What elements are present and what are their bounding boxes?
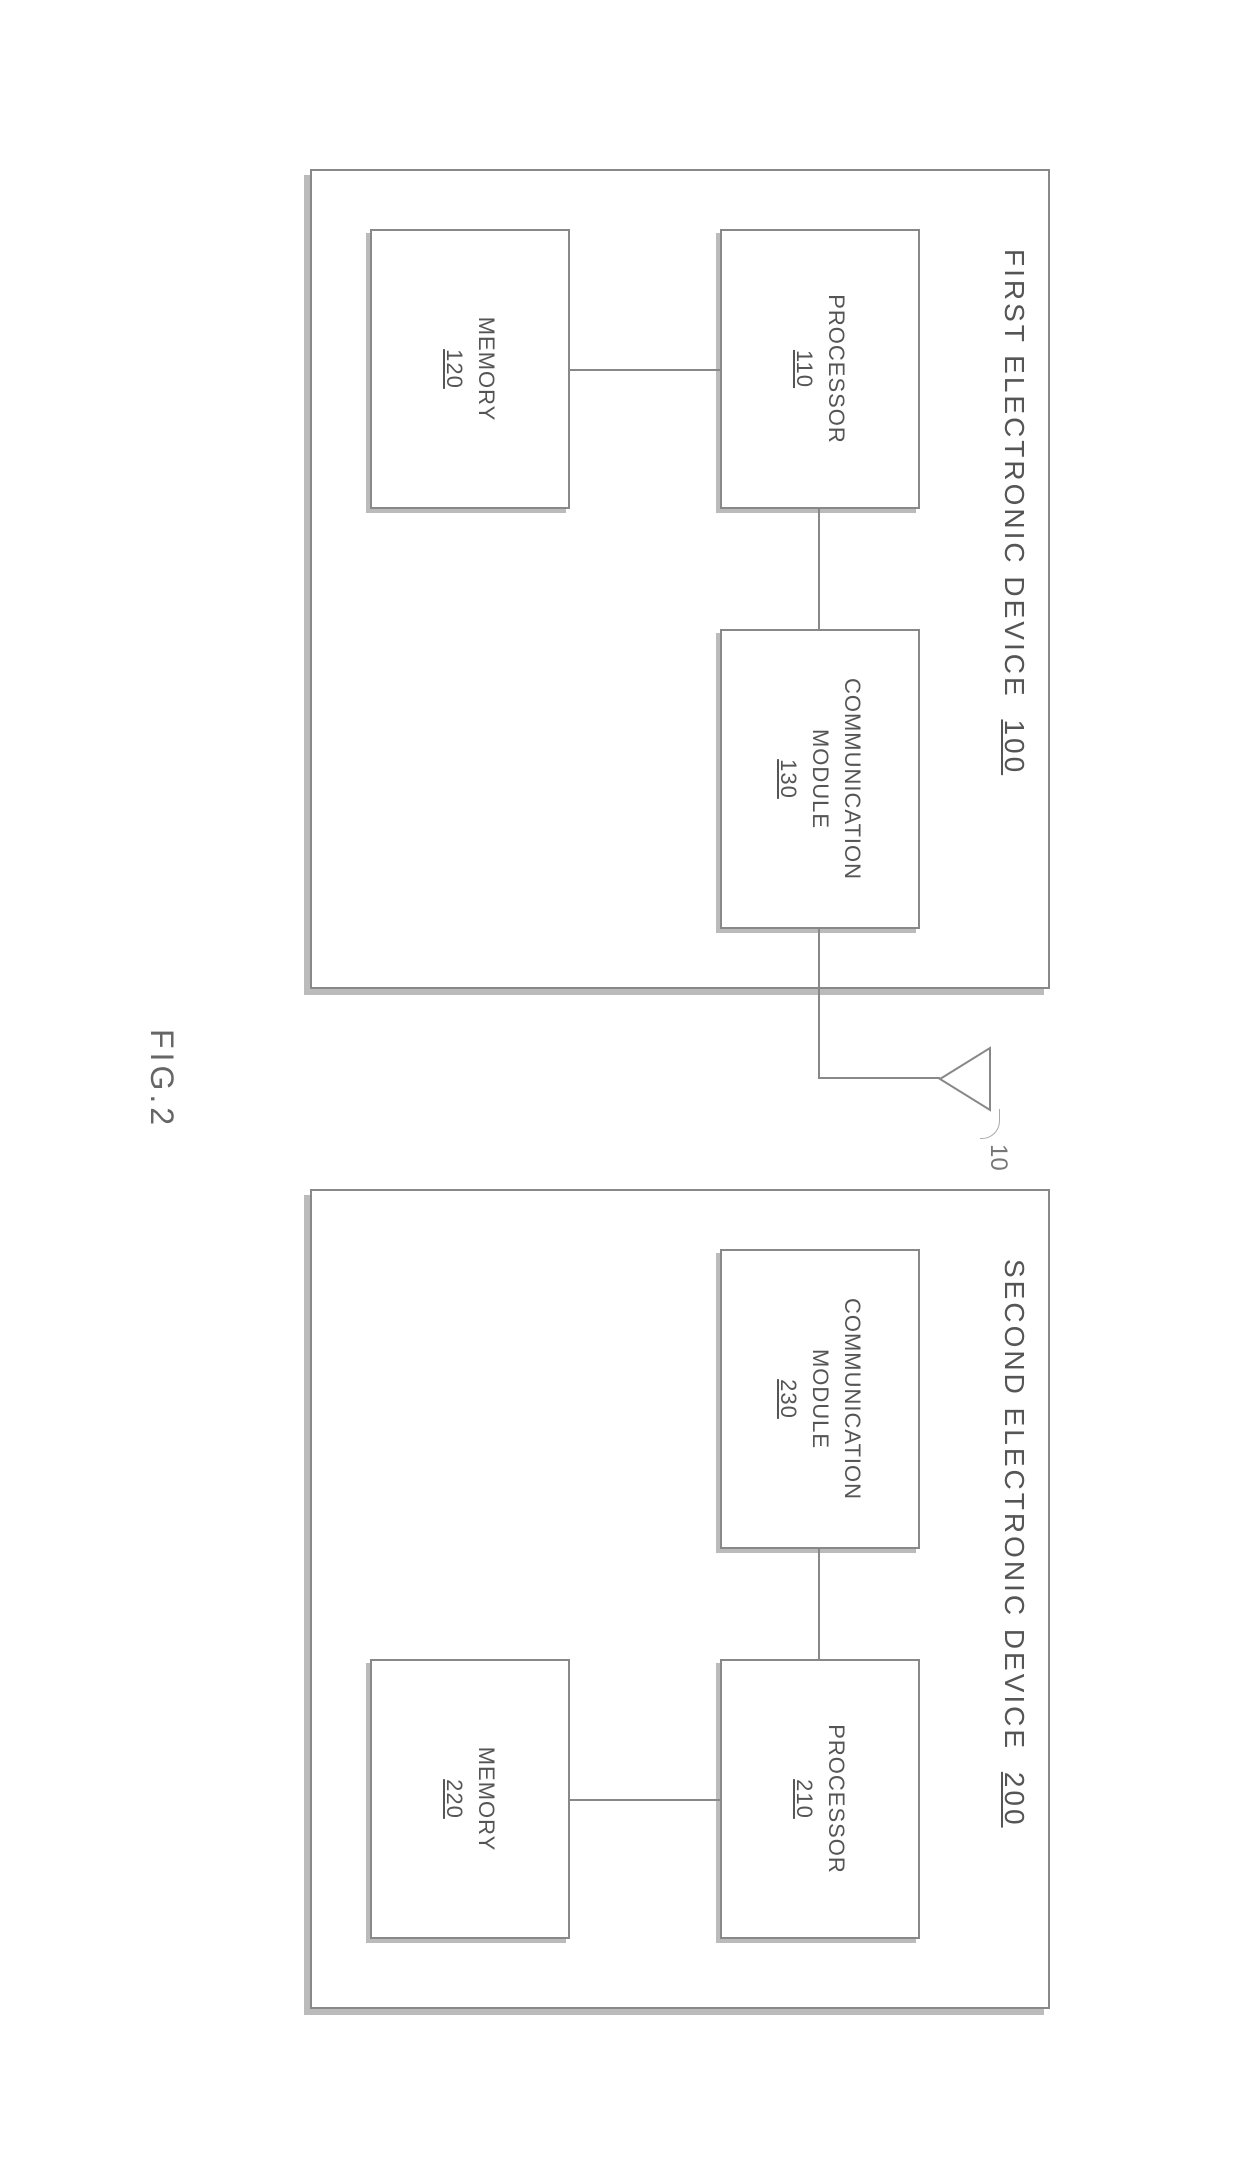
d2-memory-ref: 220 — [441, 1779, 467, 1819]
d2-comm-ref: 230 — [775, 1379, 801, 1419]
block-diagram: FIRST ELECTRONIC DEVICE 100 PROCESSOR 11… — [70, 89, 1170, 2089]
d2-processor-box: PROCESSOR 210 — [720, 1659, 920, 1939]
second-device-title: SECOND ELECTRONIC DEVICE 200 — [998, 1259, 1030, 1828]
d2-comm-line2: MODULE — [807, 1349, 833, 1449]
d2-processor-label: PROCESSOR — [823, 1724, 849, 1874]
d1-processor-label: PROCESSOR — [823, 294, 849, 444]
d2-comm-line1: COMMUNICATION — [839, 1298, 865, 1500]
d2-memory-label: MEMORY — [473, 1747, 499, 1852]
antenna-lead-line — [818, 989, 820, 1079]
antenna-ref-lead — [980, 1109, 1000, 1139]
d1-processor-box: PROCESSOR 110 — [720, 229, 920, 509]
antenna-stem — [818, 1077, 940, 1079]
d2-comm-box: COMMUNICATION MODULE 230 — [720, 1249, 920, 1549]
first-device-title-text: FIRST ELECTRONIC DEVICE — [999, 249, 1030, 699]
first-device-title: FIRST ELECTRONIC DEVICE 100 — [998, 249, 1030, 775]
d1-proc-comm-link — [818, 509, 820, 629]
second-device-title-text: SECOND ELECTRONIC DEVICE — [999, 1259, 1030, 1751]
figure-label: FIG.2 — [143, 1029, 180, 1129]
d1-comm-box: COMMUNICATION MODULE 130 — [720, 629, 920, 929]
d1-memory-box: MEMORY 120 — [370, 229, 570, 509]
d1-comm-line2: MODULE — [807, 729, 833, 829]
d2-memory-box: MEMORY 220 — [370, 1659, 570, 1939]
d1-comm-ref: 130 — [775, 759, 801, 799]
d2-processor-ref: 210 — [791, 1779, 817, 1819]
d2-comm-proc-link — [818, 1549, 820, 1659]
d1-memory-ref: 120 — [441, 349, 467, 389]
d1-comm-line1: COMMUNICATION — [839, 678, 865, 880]
d2-proc-mem-link — [570, 1799, 720, 1801]
first-device-ref: 100 — [999, 719, 1030, 775]
antenna-outline — [934, 1044, 994, 1114]
d1-memory-label: MEMORY — [473, 317, 499, 422]
d1-comm-out-link — [818, 929, 820, 991]
d1-proc-mem-link — [570, 369, 720, 371]
antenna-ref: 10 — [984, 1144, 1012, 1171]
second-device-ref: 200 — [999, 1772, 1030, 1828]
d1-processor-ref: 110 — [791, 350, 817, 388]
